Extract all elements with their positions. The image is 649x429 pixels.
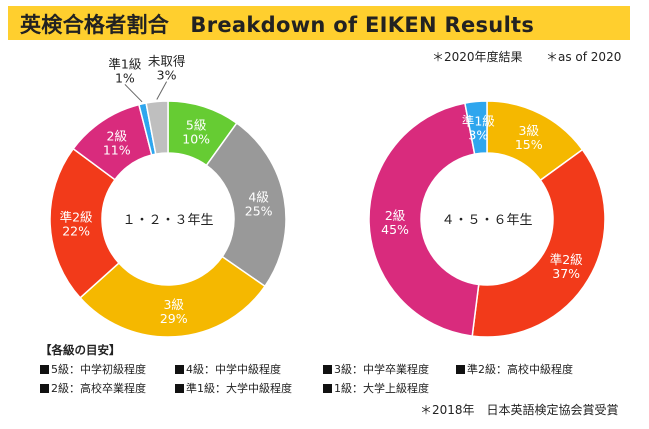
slice-3級 xyxy=(79,255,266,338)
donut-chart-1: 5級 10% 4級 25% 3級 29% 準2級 22% 2級 11% 準1級 1%未取得 3% １・２・… xyxy=(49,54,287,338)
slice-label: 2級 11% xyxy=(103,129,131,158)
slice-label: 準1級 3% xyxy=(462,113,495,142)
legend-square-icon xyxy=(40,365,49,374)
center-label: ４・５・６年生 xyxy=(441,213,532,228)
legend-item-label: 1級：大学上級程度 xyxy=(334,382,429,395)
slice-準1級 xyxy=(464,100,488,156)
legend-item-pre1: 準1級：大学中級程度 xyxy=(175,380,292,396)
legend-item-label: 2級：高校卒業程度 xyxy=(51,382,146,395)
slice-label: 準1級 1% xyxy=(108,56,141,85)
slice-label: 3級 15% xyxy=(515,123,543,152)
legend-item-grade2: 2級：高校卒業程度 xyxy=(40,380,146,396)
legend-item-grade3: 3級：中学卒業程度 xyxy=(323,361,429,377)
source-note: ＊2018年 日本英語検定協会賞受賞 xyxy=(420,403,619,417)
legend-square-icon xyxy=(456,365,465,374)
legend-item-label: 4級：中学中級程度 xyxy=(186,363,281,376)
title-bar: 英検合格者割合 Breakdown of EIKEN Results xyxy=(8,6,630,40)
legend-square-icon xyxy=(323,384,332,393)
slice-2級 xyxy=(368,102,480,337)
slice-label: 3級 29% xyxy=(160,297,188,326)
legend-title: 【各級の目安】 xyxy=(40,343,121,357)
legend-item-label: 3級：中学卒業程度 xyxy=(334,363,429,376)
legend-item-grade5: 5級：中学初級程度 xyxy=(40,361,146,377)
slice-準2級 xyxy=(471,148,606,338)
legend-item-grade1: 1級：大学上級程度 xyxy=(323,380,429,396)
legend-square-icon xyxy=(175,384,184,393)
chart-title: 英検合格者割合 Breakdown of EIKEN Results xyxy=(20,13,535,37)
legend-item-label: 準2級：高校中級程度 xyxy=(467,363,573,376)
slice-label: 未取得 3% xyxy=(148,54,186,83)
slice-未取得 xyxy=(145,100,169,156)
slice-4級 xyxy=(205,122,287,288)
slice-label: 5級 10% xyxy=(182,117,210,146)
leader-line xyxy=(124,84,143,103)
leader-line xyxy=(156,81,168,100)
slice-label: 準2級 22% xyxy=(60,209,93,238)
slice-label: 2級 45% xyxy=(381,208,409,237)
center-label: １・２・３年生 xyxy=(122,213,213,228)
legend-square-icon xyxy=(175,365,184,374)
legend-item-pre2: 準2級：高校中級程度 xyxy=(456,361,573,377)
as-of-note: ＊as of 2020 xyxy=(546,50,622,64)
year-note: ＊2020年度結果 xyxy=(432,50,523,64)
legend-square-icon xyxy=(323,365,332,374)
legend-square-icon xyxy=(40,384,49,393)
donut-chart-2: 3級 15% 準2級 37% 2級 45% 準1級 3% ４・５・６年生 xyxy=(368,100,606,338)
legend-item-label: 5級：中学初級程度 xyxy=(51,363,146,376)
legend-item-label: 準1級：大学中級程度 xyxy=(186,382,292,395)
slice-label: 4級 25% xyxy=(245,189,273,218)
legend-item-grade4: 4級：中学中級程度 xyxy=(175,361,281,377)
slice-label: 準2級 37% xyxy=(550,252,583,281)
